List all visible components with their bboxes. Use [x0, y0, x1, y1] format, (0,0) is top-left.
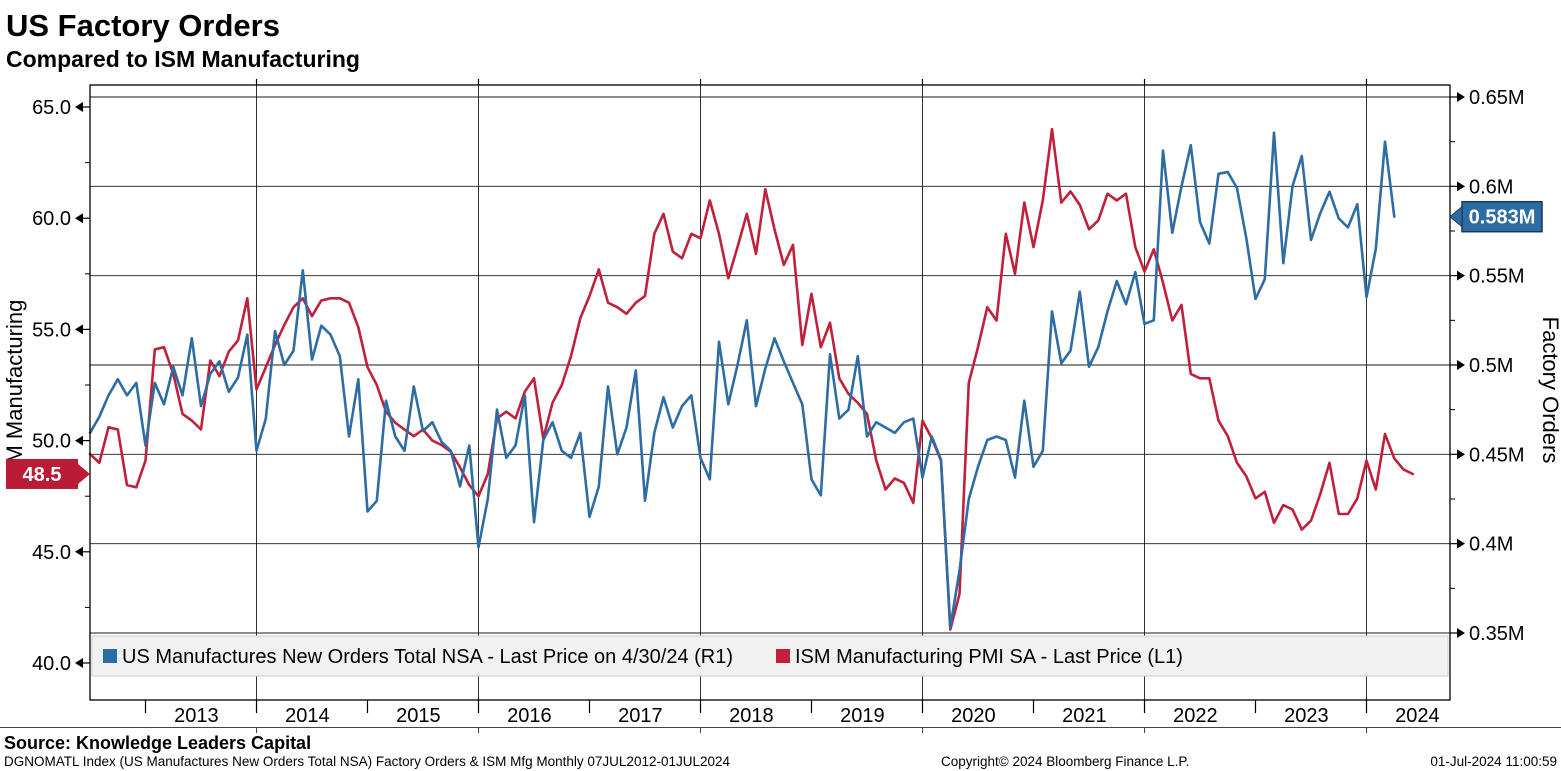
right-axis-title: Factory Orders — [1538, 317, 1561, 464]
legend-label-factory-orders: US Manufactures New Orders Total NSA - L… — [122, 646, 733, 668]
left-axis-tick-arrow — [75, 435, 83, 446]
right-axis-tick-label: 0.65M — [1469, 87, 1525, 109]
legend-box — [91, 635, 1449, 677]
left-axis-tick-label: 65.0 — [32, 97, 71, 119]
right-axis-tick-label: 0.55M — [1469, 266, 1525, 288]
x-axis-year-label: 2018 — [729, 705, 774, 727]
legend-swatch-factory-orders — [103, 649, 117, 663]
left-axis-tick-label: 60.0 — [32, 208, 71, 230]
left-axis-tick-arrow — [75, 546, 83, 557]
legend-swatch-ism — [776, 649, 790, 663]
legend: US Manufactures New Orders Total NSA - L… — [91, 635, 1449, 677]
x-axis-year-label: 2017 — [618, 705, 663, 727]
x-axis-year-label: 2013 — [174, 705, 219, 727]
footer-copyright: Copyright© 2024 Bloomberg Finance L.P. — [941, 754, 1189, 769]
left-axis-title: ISM Manufacturing — [2, 300, 27, 485]
left-axis-tick-label: 45.0 — [32, 542, 71, 564]
right-axis-tick-arrow — [1457, 92, 1465, 102]
left-axis-tick-arrow — [75, 324, 83, 335]
gridlines — [90, 85, 1450, 700]
x-axis-year-label: 2014 — [285, 705, 330, 727]
right-axis-tick-arrow — [1457, 538, 1465, 549]
left-axis-tick-arrow — [75, 213, 83, 224]
left-axis-tick-arrow — [75, 102, 83, 112]
x-axis-year-label: 2021 — [1062, 705, 1107, 727]
right-axis-tick-label: 0.45M — [1469, 444, 1525, 466]
axis-ticks: 65.0 60.0 55.0 50.0 45.0 40.0 0.65M 0.6M 0.55M 0.… — [32, 79, 1525, 733]
factory-orders-last-price-value: 0.583M — [1469, 207, 1536, 229]
right-axis-tick-label: 0.5M — [1469, 355, 1513, 377]
footer-timestamp: 01-Jul-2024 11:00:59 — [1430, 754, 1557, 769]
legend-label-ism: ISM Manufacturing PMI SA - Last Price (L… — [795, 646, 1183, 668]
page-title: US Factory Orders — [6, 8, 280, 43]
x-axis-year-label: 2024 — [1395, 705, 1440, 727]
factory-orders-last-price-badge: 0.583M — [1449, 200, 1543, 233]
x-axis-year-label: 2015 — [396, 705, 441, 727]
footer-description: DGNOMATL Index (US Manufactures New Orde… — [4, 754, 731, 769]
page-subtitle: Compared to ISM Manufacturing — [6, 46, 360, 72]
right-axis-tick-arrow — [1457, 360, 1465, 370]
x-axis-year-label: 2023 — [1284, 705, 1329, 727]
left-axis-tick-arrow — [75, 658, 83, 668]
right-axis-tick-label: 0.6M — [1469, 176, 1513, 198]
footer: Source: Knowledge Leaders Capital DGNOMA… — [0, 727, 1561, 769]
x-axis-year-label: 2016 — [507, 705, 552, 727]
right-axis-tick-label: 0.4M — [1469, 534, 1513, 556]
ism-last-price-badge: 48.5 — [6, 458, 90, 489]
right-axis-tick-arrow — [1457, 270, 1465, 281]
left-axis-tick-label: 50.0 — [32, 431, 71, 453]
right-axis-tick-label: 0.35M — [1469, 623, 1525, 645]
series-lines — [88, 127, 1415, 631]
ism-last-price-value: 48.5 — [23, 464, 62, 486]
right-axis-tick-arrow — [1457, 181, 1465, 192]
right-axis-tick-arrow — [1457, 628, 1465, 638]
x-axis-year-label: 2020 — [951, 705, 996, 727]
source-text: Source: Knowledge Leaders Capital — [4, 733, 311, 753]
ism-pmi-line — [88, 127, 1415, 631]
left-axis-tick-label: 55.0 — [32, 319, 71, 341]
x-axis-year-label: 2019 — [840, 705, 885, 727]
right-axis-tick-arrow — [1457, 449, 1465, 460]
factory-orders-line — [88, 131, 1396, 629]
plot-border — [89, 84, 1451, 701]
left-axis-tick-label: 40.0 — [32, 653, 71, 675]
x-axis-year-label: 2022 — [1173, 705, 1218, 727]
